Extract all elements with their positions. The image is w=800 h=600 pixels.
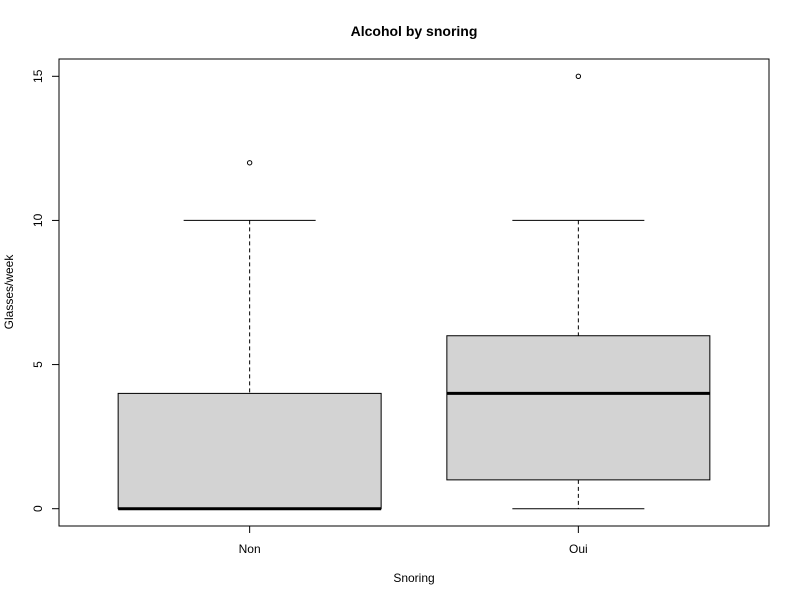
x-tick-label: Non: [239, 542, 261, 556]
x-axis-label: Snoring: [393, 571, 434, 585]
x-axis: Non Oui: [239, 525, 588, 556]
box-group-non: [117, 160, 382, 511]
box-group-oui: [446, 73, 711, 510]
y-tick-label: 15: [31, 69, 45, 83]
x-tick-label: Oui: [569, 542, 588, 556]
y-axis-label: Glasses/week: [2, 254, 16, 330]
chart-title: Alcohol by snoring: [351, 23, 478, 39]
outlier-point: [246, 160, 253, 166]
plot-area: [117, 73, 711, 511]
y-tick-label: 0: [31, 505, 45, 512]
y-tick-label: 5: [31, 361, 45, 368]
box-iqr: [446, 335, 711, 481]
y-tick-label: 10: [31, 213, 45, 227]
box-iqr: [117, 392, 382, 510]
y-axis: 0 5 10 15: [31, 69, 60, 512]
outlier-point: [575, 73, 582, 79]
